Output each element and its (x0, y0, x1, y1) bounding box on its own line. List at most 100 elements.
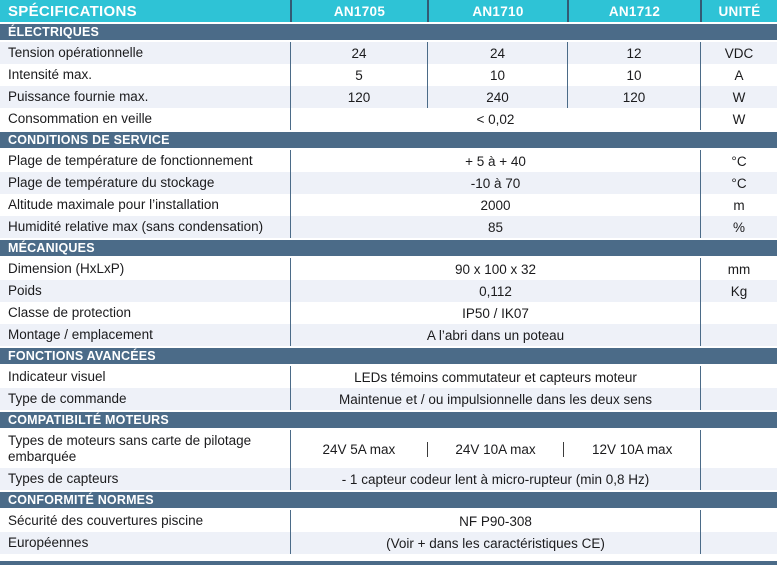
section-gap (0, 130, 777, 132)
value-span-cell: 85 (290, 216, 700, 238)
value-span-cell: LEDs témoins commutateur et capteurs mot… (290, 366, 700, 388)
header-col-an1710: AN1710 (427, 0, 567, 22)
unit-cell (700, 324, 777, 346)
split-value: 24V 10A max (455, 441, 536, 457)
section-gap (0, 346, 777, 348)
row-label: Plage de température de fonctionnement (8, 152, 253, 168)
row-label: Tension opérationnelle (8, 44, 144, 60)
table-row: Altitude maximale pour l’installation 200… (0, 194, 777, 216)
value-span-cell: -10 à 70 (290, 172, 700, 194)
unit-cell: A (700, 64, 777, 86)
unit-cell: % (700, 216, 777, 238)
value-span-cell: 90 x 100 x 32 (290, 258, 700, 280)
value-span-cell: 2000 (290, 194, 700, 216)
section-gap (0, 256, 777, 258)
table-row: Types de moteurs sans carte de pilotage … (0, 430, 777, 468)
value-cell: 240 (427, 86, 567, 108)
row-label: Intensité max. (8, 66, 93, 82)
unit-cell: mm (700, 258, 777, 280)
mini-divider (563, 441, 565, 457)
row-label: Types de capteurs (8, 470, 119, 486)
table-row: Indicateur visuel LEDs témoins commutateu… (0, 366, 777, 388)
value-span-cell: 0,112 (290, 280, 700, 302)
unit-cell (700, 532, 777, 554)
table-row: Humidité relative max (sans condensation… (0, 216, 777, 238)
table-header-row: SPÉCIFICATIONS AN1705 AN1710 AN1712 UNIT… (0, 0, 777, 22)
table-row: Types de capteurs - 1 capteur codeur lent… (0, 468, 777, 490)
row-label: Dimension (HxLxP) (8, 260, 125, 276)
value-span-cell: NF P90-308 (290, 510, 700, 532)
unit-cell: m (700, 194, 777, 216)
header-unit: UNITÉ (700, 0, 777, 22)
value-span-cell: < 0,02 (290, 108, 700, 130)
value-cell: 10 (567, 64, 700, 86)
value-span-cell: IP50 / IK07 (290, 302, 700, 324)
table-row: Plage de température du stockage -10 à 70… (0, 172, 777, 194)
value-cell: 10 (427, 64, 567, 86)
section-header: FONCTIONS AVANCÉES (0, 348, 777, 364)
split-value: 24V 5A max (322, 441, 396, 457)
value-cell: 120 (567, 86, 700, 108)
value-cell: 24 (427, 42, 567, 64)
row-label: Plage de température du stockage (8, 174, 215, 190)
section-gap (0, 40, 777, 42)
value-span-cell: 24V 5A max 24V 10A max 12V 10A max (290, 430, 700, 468)
section-header: MÉCANIQUES (0, 240, 777, 256)
unit-cell: °C (700, 172, 777, 194)
row-label: Altitude maximale pour l’installation (8, 196, 219, 212)
unit-cell: °C (700, 150, 777, 172)
unit-cell (700, 430, 777, 468)
unit-cell: Kg (700, 280, 777, 302)
value-span-cell: - 1 capteur codeur lent à micro-rupteur … (290, 468, 700, 490)
row-label: Humidité relative max (sans condensation… (8, 218, 264, 234)
section-gap (0, 428, 777, 430)
unit-cell: W (700, 108, 777, 130)
table-row: Dimension (HxLxP) 90 x 100 x 32 mm (0, 258, 777, 280)
bottom-bar (0, 560, 777, 565)
mini-divider (426, 441, 428, 457)
row-label: Type de commande (8, 390, 127, 406)
table-row: Puissance fournie max. 120 240 120 W (0, 86, 777, 108)
section-header: CONFORMITÉ NORMES (0, 492, 777, 508)
table-row: Intensité max. 5 10 10 A (0, 64, 777, 86)
section-gap (0, 508, 777, 510)
table-body: ÉLECTRIQUES Tension opérationnelle 24 24 12 V… (0, 22, 777, 559)
unit-cell (700, 302, 777, 324)
value-span-cell: Maintenue et / ou impulsionnelle dans le… (290, 388, 700, 410)
section-gap (0, 22, 777, 24)
unit-cell (700, 366, 777, 388)
table-row: Type de commande Maintenue et / ou impuls… (0, 388, 777, 410)
row-label: Européennes (8, 534, 89, 550)
unit-cell (700, 388, 777, 410)
split-value: 12V 10A max (592, 441, 673, 457)
table-row: Montage / emplacement A l’abri dans un po… (0, 324, 777, 346)
value-cell: 24 (290, 42, 427, 64)
unit-cell: VDC (700, 42, 777, 64)
table-row: Classe de protection IP50 / IK07 (0, 302, 777, 324)
value-span-cell: + 5 à + 40 (290, 150, 700, 172)
header-col-an1705: AN1705 (290, 0, 427, 22)
unit-cell (700, 468, 777, 490)
row-label: Types de moteurs sans carte de pilotage … (8, 432, 252, 464)
header-col-an1712: AN1712 (567, 0, 700, 22)
value-span-cell: (Voir + dans les caractéristiques CE) (290, 532, 700, 554)
unit-cell (700, 510, 777, 532)
table-row: Plage de température de fonctionnement + … (0, 150, 777, 172)
row-label: Poids (8, 282, 42, 298)
table-row: Sécurité des couvertures piscine NF P90-3… (0, 510, 777, 532)
row-label: Classe de protection (8, 304, 132, 320)
row-label: Sécurité des couvertures piscine (8, 512, 204, 528)
section-header: CONDITIONS DE SERVICE (0, 132, 777, 148)
section-gap (0, 364, 777, 366)
value-cell: 120 (290, 86, 427, 108)
section-header: ÉLECTRIQUES (0, 24, 777, 40)
table-row: Européennes (Voir + dans les caractéristi… (0, 532, 777, 554)
row-label: Indicateur visuel (8, 368, 106, 384)
table-row: Poids 0,112 Kg (0, 280, 777, 302)
row-label: Puissance fournie max. (8, 88, 149, 104)
section-gap (0, 410, 777, 412)
header-specifications: SPÉCIFICATIONS (8, 2, 137, 20)
value-cell: 5 (290, 64, 427, 86)
value-cell: 12 (567, 42, 700, 64)
